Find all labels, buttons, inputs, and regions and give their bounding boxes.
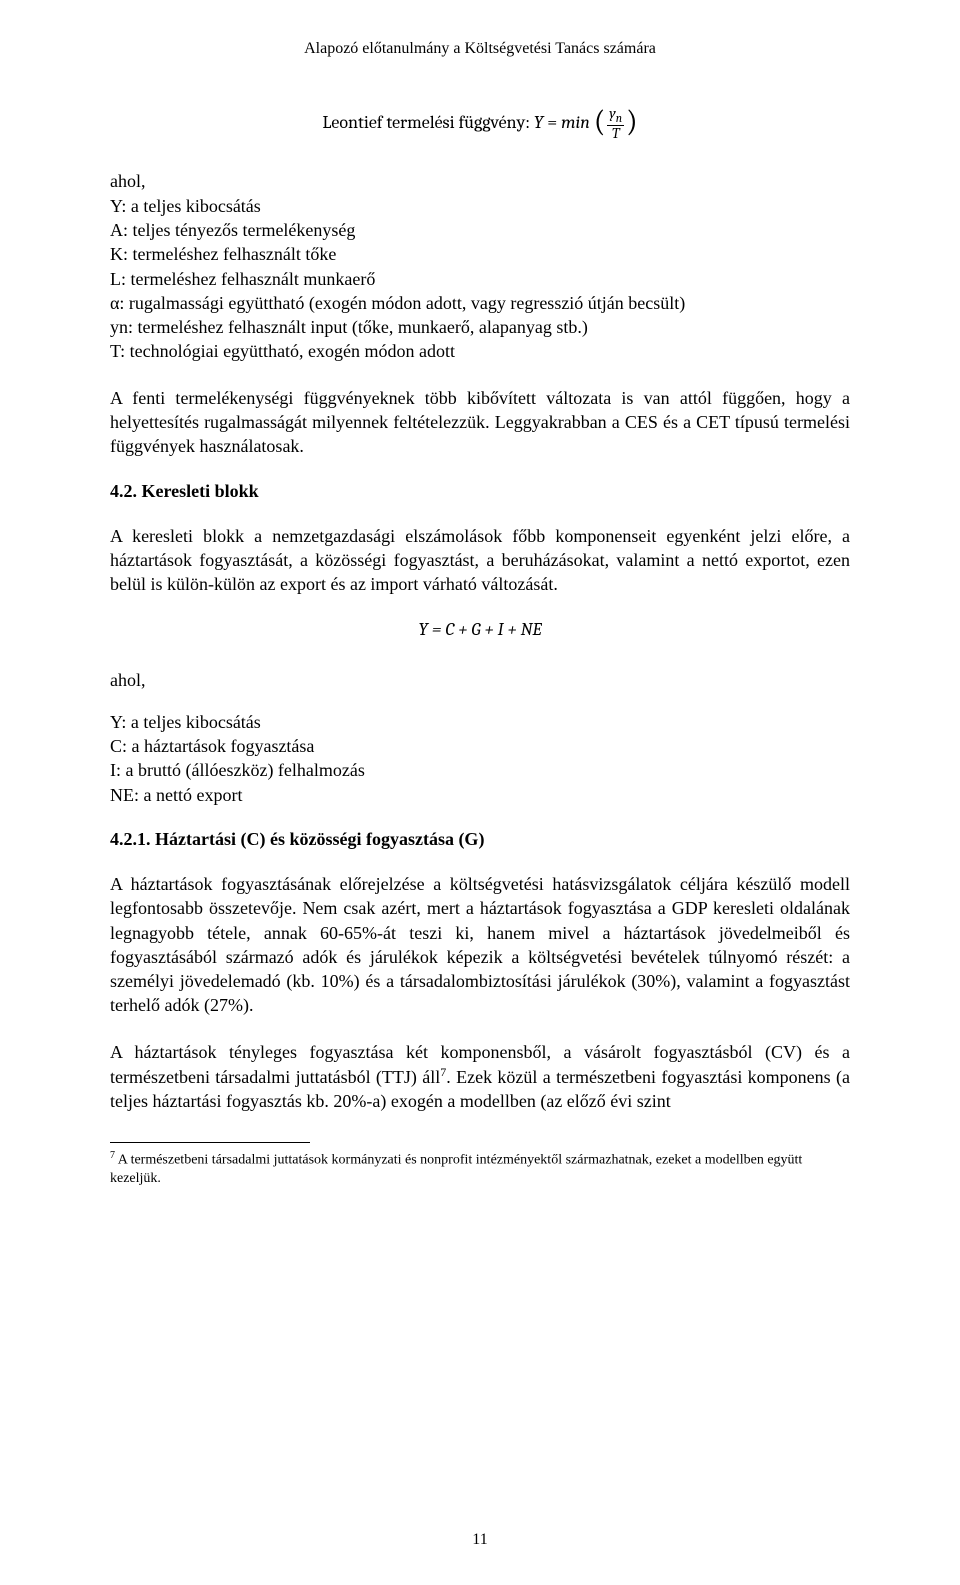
def2-I: I: a bruttó (állóeszköz) felhalmozás [110, 758, 850, 782]
footnote-separator [110, 1142, 310, 1143]
heading-4-2-1: 4.2.1. Háztartási (C) és közösségi fogya… [110, 829, 850, 850]
heading-4-2: 4.2. Keresleti blokk [110, 481, 850, 502]
def-alpha: α: rugalmassági együttható (exogén módon… [110, 291, 850, 315]
header-title: Alapozó előtanulmány a Költségvetési Tan… [304, 40, 656, 57]
eq1-prefix: Leontief termelési függvény: [322, 112, 533, 133]
eq1-Y: Y [534, 112, 543, 133]
eq1-den: T [607, 126, 624, 142]
eq1-min: min [561, 112, 590, 133]
equation-leontief: Leontief termelési függvény: Y = min (yn… [110, 106, 850, 141]
document-page: Alapozó előtanulmány a Költségvetési Tan… [0, 0, 960, 1585]
paragraph-1: A fenti termelékenységi függvényeknek tö… [110, 386, 850, 459]
paragraph-3: A háztartások fogyasztásának előrejelzés… [110, 872, 850, 1018]
rparen-icon: ) [626, 107, 637, 137]
def-T: T: technológiai együttható, exogén módon… [110, 339, 850, 363]
def-ahol: ahol, [110, 169, 850, 193]
eq1-fraction: ynT [607, 106, 624, 141]
def2-NE: NE: a nettó export [110, 783, 850, 807]
definitions-block-2: ahol, Y: a teljes kibocsátás C: a háztar… [110, 668, 850, 807]
def-A: A: teljes tényezős termelékenység [110, 218, 850, 242]
def-K: K: termeléshez felhasznált tőke [110, 242, 850, 266]
spacer [110, 692, 850, 710]
eq1-num-sub: n [616, 111, 622, 125]
eq1-eqsign: = [543, 112, 561, 133]
def-Y: Y: a teljes kibocsátás [110, 194, 850, 218]
paragraph-2: A keresleti blokk a nemzetgazdasági elsz… [110, 524, 850, 597]
lparen-icon: ( [594, 107, 605, 137]
footnote-7: 7 A természetbeni társadalmi juttatások … [110, 1149, 850, 1188]
equation-gdp: Y = C + G + I + NE [110, 619, 850, 640]
page-number: 11 [0, 1531, 960, 1549]
def-yn: yn: termeléshez felhasznált input (tőke,… [110, 315, 850, 339]
page-header: Alapozó előtanulmány a Költségvetési Tan… [110, 40, 850, 58]
eq2-text: Y = C + G + I + NE [418, 619, 541, 640]
def2-Y: Y: a teljes kibocsátás [110, 710, 850, 734]
def2-C: C: a háztartások fogyasztása [110, 734, 850, 758]
paragraph-4: A háztartások tényleges fogyasztása két … [110, 1040, 850, 1114]
definitions-block-1: ahol, Y: a teljes kibocsátás A: teljes t… [110, 169, 850, 363]
footnote-text: A természetbeni társadalmi juttatások ko… [110, 1152, 802, 1185]
def2-ahol: ahol, [110, 668, 850, 692]
def-L: L: termeléshez felhasznált munkaerő [110, 267, 850, 291]
